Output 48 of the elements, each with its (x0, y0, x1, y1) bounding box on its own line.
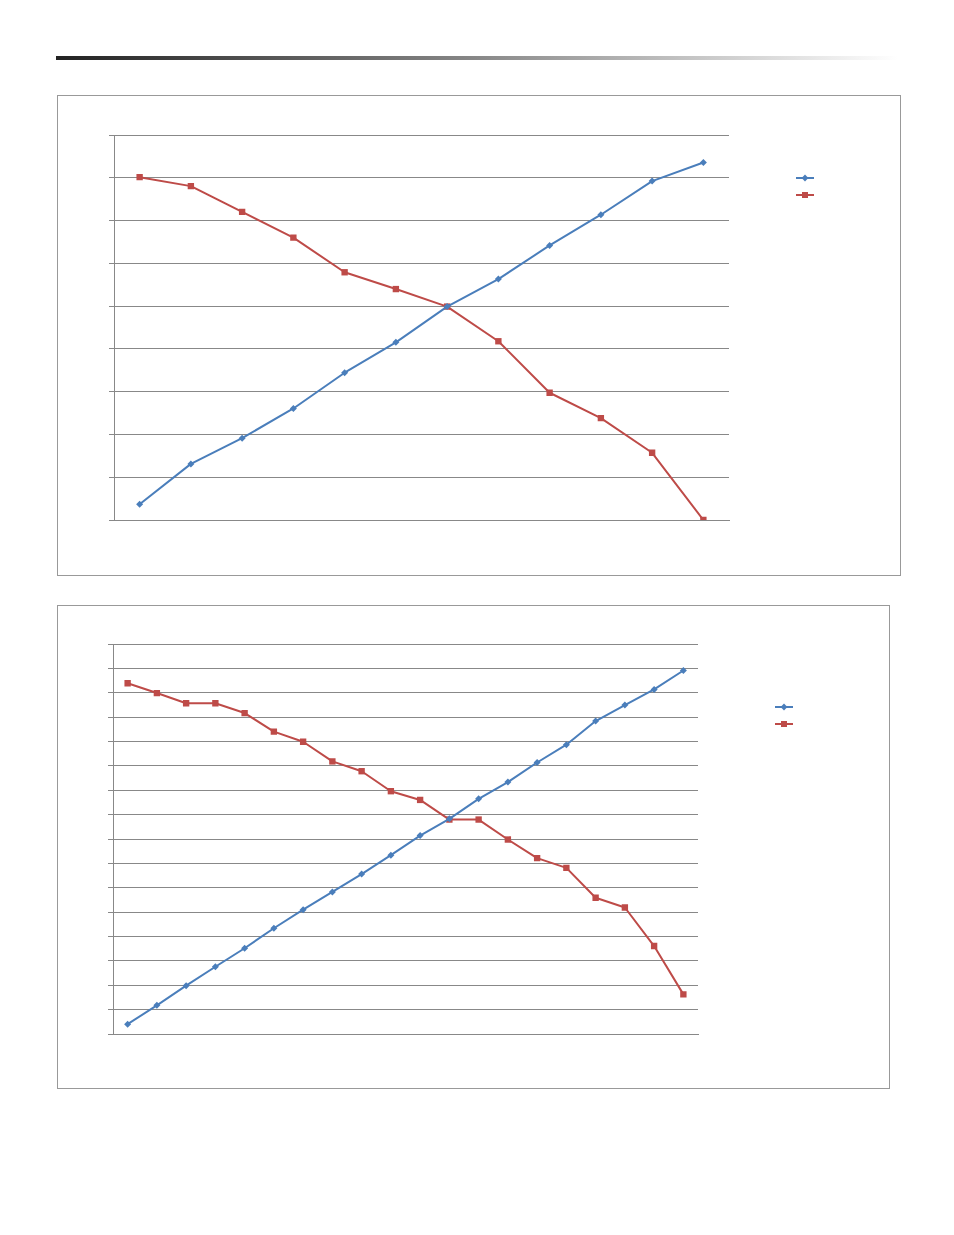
point (621, 904, 629, 911)
point (270, 728, 278, 735)
point (124, 680, 131, 687)
point (182, 982, 190, 990)
point (699, 159, 707, 167)
point (299, 906, 307, 914)
point (504, 836, 512, 843)
point (680, 991, 687, 998)
point (562, 741, 570, 749)
point (679, 667, 687, 675)
point (392, 285, 400, 293)
point (358, 870, 366, 878)
point (136, 500, 144, 508)
point (241, 944, 249, 952)
point (648, 177, 656, 185)
point (546, 241, 554, 249)
point (358, 768, 365, 775)
point (387, 851, 395, 859)
point (563, 864, 570, 872)
point (187, 460, 195, 468)
point (592, 894, 599, 901)
point (212, 700, 219, 707)
point (341, 369, 349, 377)
point (533, 758, 541, 766)
point (153, 1001, 161, 1009)
point (290, 234, 297, 241)
point (238, 434, 246, 442)
point (289, 404, 297, 412)
point (597, 211, 605, 219)
point (241, 709, 248, 717)
point (621, 701, 629, 709)
point (504, 778, 512, 786)
point (136, 174, 143, 181)
point (341, 269, 348, 276)
point (329, 758, 336, 765)
point (270, 924, 278, 932)
point (211, 963, 219, 971)
point (592, 717, 600, 725)
point (546, 389, 553, 396)
point (495, 338, 502, 345)
point (494, 275, 502, 283)
point (475, 795, 483, 803)
point (124, 1020, 132, 1028)
point (416, 832, 424, 840)
point (392, 338, 400, 346)
point (650, 685, 658, 693)
point (328, 888, 336, 896)
point (475, 816, 482, 823)
